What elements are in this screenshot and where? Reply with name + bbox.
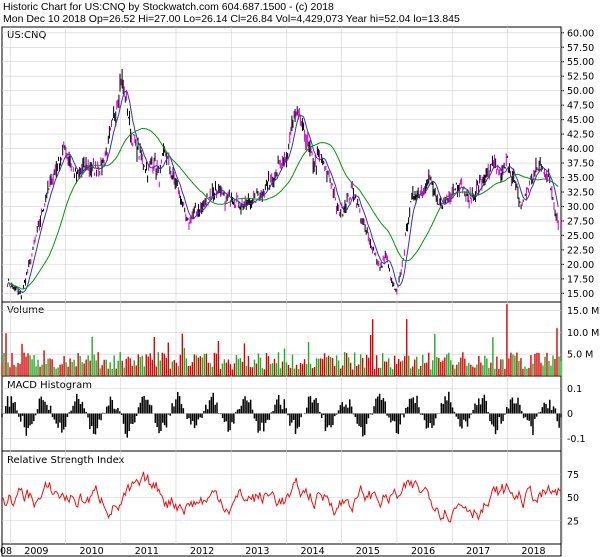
price-y-tick-label: 27.50 [567,216,594,227]
time-axis-tick-label: 08 [0,546,12,557]
macd-panel-title: MACD Histogram [7,380,92,391]
time-axis-tick-label: 2013 [245,546,269,557]
time-axis-tick-label: 2014 [300,546,324,557]
macd-y-tick-label: 0.1 [567,384,582,395]
rsi-y-tick-label: 25 [567,516,579,527]
price-y-tick-label: 37.50 [567,159,594,170]
price-y-tick-label: 17.50 [567,274,594,285]
price-y-tick-label: 20.00 [567,260,594,271]
price-ma-long-line [7,127,559,290]
price-ma-short-line [7,89,559,293]
volume-y-tick-label: 10.0 M [567,328,599,339]
volume-y-tick-label: 5.0 M [567,350,593,361]
price-y-tick-label: 32.50 [567,188,594,199]
volume-panel-frame [1,301,562,377]
time-axis-tick-label: 2010 [80,546,104,557]
time-axis-tick-label: 2015 [356,546,380,557]
rsi-line [1,471,562,523]
price-y-tick-label: 50.00 [567,86,594,97]
volume-y-tick-label: 15.0 M [567,306,599,317]
time-axis-tick-label: 2012 [190,546,214,557]
rsi-y-tick-label: 75 [567,470,579,481]
rsi-y-tick-label: 50 [567,493,579,504]
price-y-tick-label: 57.50 [567,43,594,54]
price-y-tick-label: 55.00 [567,57,594,68]
price-y-tick-label: 22.50 [567,245,594,256]
time-axis-tick-label: 2017 [466,546,490,557]
time-axis-tick-label: 2018 [521,546,545,557]
price-y-tick-label: 47.50 [567,101,594,112]
price-y-tick-label: 40.00 [567,144,594,155]
volume-bars [1,304,562,376]
header-line1: Historic Chart for US:CNQ by Stockwatch.… [3,1,334,13]
time-axis-tick-label: 2009 [24,546,48,557]
macd-y-tick-label: 0 [567,409,573,420]
price-y-tick-label: 45.00 [567,115,594,126]
price-y-tick-label: 60.00 [567,28,594,39]
price-y-tick-label: 25.00 [567,231,594,242]
price-y-tick-label: 35.00 [567,173,594,184]
volume-panel: Volume [1,301,562,377]
header-line2: Mon Dec 10 2018 Op=26.52 Hi=27.00 Lo=26.… [3,13,460,25]
macd-bars [1,391,562,438]
time-axis-tick-label: 2011 [135,546,159,557]
macd-y-tick-label: -0.1 [567,434,586,445]
price-y-tick-label: 42.50 [567,130,594,141]
price-panel-title: US:CNQ [7,30,46,41]
price-y-tick-label: 30.00 [567,202,594,213]
time-axis-frame [1,543,562,557]
time-axis [1,543,562,557]
price-y-tick-label: 52.50 [567,72,594,83]
price-y-tick-label: 15.00 [567,289,594,300]
time-axis-tick-label: 2016 [411,546,435,557]
